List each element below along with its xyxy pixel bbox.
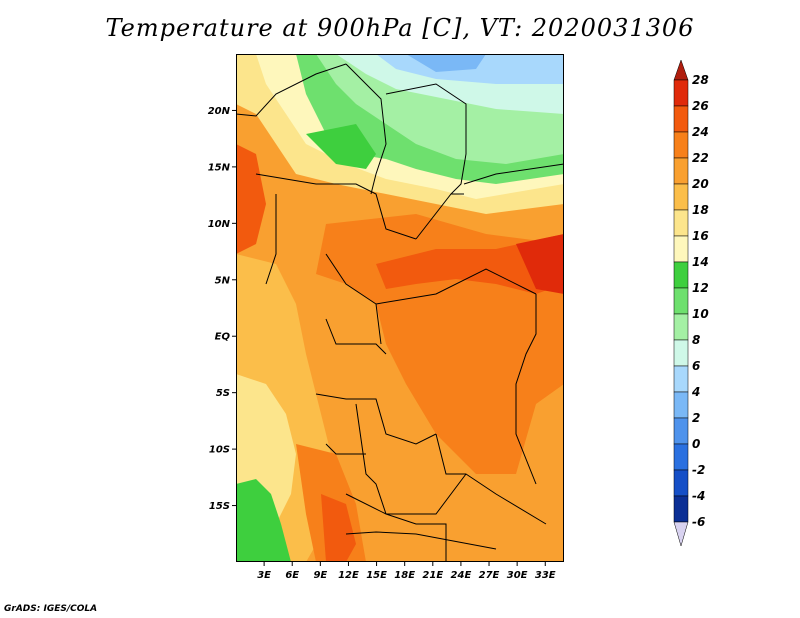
colorbar-label: 10	[692, 307, 709, 321]
lat-tick-label: 10S	[209, 445, 230, 456]
field-sw-14	[236, 479, 291, 562]
colorbar-box	[673, 443, 689, 471]
colorbar-box	[673, 235, 689, 263]
lon-tick-label: 3E	[257, 570, 271, 581]
colorbar-box	[673, 365, 689, 393]
temperature-field	[236, 54, 564, 562]
colorbar-box	[673, 157, 689, 185]
lat-tick-label: 10N	[208, 219, 231, 230]
lat-tick-label: EQ	[215, 332, 231, 343]
colorbar-label: 4	[691, 385, 700, 399]
lon-tick-label: 21E	[422, 570, 443, 581]
lon-tick-label: 24E	[451, 570, 472, 581]
country-borders	[235, 63, 565, 562]
field-north-14	[306, 124, 376, 169]
colorbar-label: -2	[692, 463, 705, 477]
colorbar-label: 16	[692, 229, 709, 243]
field-central-26	[376, 234, 564, 294]
latitude-axis: 20N 15N 10N 5N EQ 5S 10S 15S	[208, 106, 236, 512]
colorbar-box	[673, 209, 689, 237]
colorbar-box	[673, 261, 689, 289]
lat-tick-label: 5S	[216, 388, 230, 399]
lat-tick-label: 5N	[215, 275, 231, 286]
colorbar-box	[673, 313, 689, 341]
colorbar-box	[673, 417, 689, 445]
colorbar-box	[673, 183, 689, 211]
field-north-4	[406, 54, 486, 72]
colorbar-label: 14	[692, 255, 709, 269]
lon-tick-label: 12E	[338, 570, 359, 581]
colorbar-label: 2	[692, 411, 700, 425]
colorbar-label: 8	[692, 333, 700, 347]
lon-tick-label: 15E	[366, 570, 387, 581]
lon-tick-label: 27E	[479, 570, 500, 581]
colorbar-label: -6	[692, 515, 705, 529]
map-title: Temperature at 900hPa [C], VT: 202003130…	[105, 14, 695, 42]
lon-tick-label: 6E	[285, 570, 299, 581]
colorbar-label: 20	[692, 177, 709, 191]
colorbar-box	[673, 339, 689, 367]
colorbar-bottom-arrow	[673, 521, 689, 547]
colorbar-label: 28	[692, 73, 709, 87]
colorbar-label: 18	[692, 203, 709, 217]
colorbar-box	[673, 469, 689, 497]
colorbar-label: 24	[692, 125, 709, 139]
colorbar-box	[673, 495, 689, 523]
lat-tick-label: 15N	[208, 162, 231, 173]
field-west-26	[236, 144, 266, 254]
field-east-28	[516, 234, 564, 294]
colorbar-label: -4	[692, 489, 705, 503]
colorbar-label: 22	[692, 151, 709, 165]
colorbar-label: 6	[692, 359, 700, 373]
longitude-axis: 3E 6E 9E 12E 15E 18E 21E 24E 27E 30E 33E	[257, 562, 556, 581]
colorbar-label: 12	[692, 281, 709, 295]
colorbar-box	[673, 79, 689, 107]
colorbar-box	[673, 105, 689, 133]
colorbar-box	[673, 391, 689, 419]
colorbar-label: 0	[692, 437, 700, 451]
colorbar-box	[673, 287, 689, 315]
colorbar-label: 26	[692, 99, 709, 113]
grads-credit: GrADS: IGES/COLA	[4, 604, 98, 614]
lon-tick-label: 18E	[394, 570, 415, 581]
map-border	[236, 54, 564, 562]
lon-tick-label: 33E	[535, 570, 556, 581]
colorbar-box	[673, 131, 689, 159]
colorbar-boxes	[673, 60, 689, 547]
temperature-map: 20N 15N 10N 5N EQ 5S 10S 15S 3E 6E 9E 12E 15E 18E 21E…	[208, 54, 565, 581]
lat-tick-label: 20N	[208, 106, 231, 117]
colorbar-top-arrow	[673, 60, 689, 81]
lon-tick-label: 9E	[313, 570, 327, 581]
lon-tick-label: 30E	[507, 570, 528, 581]
field-south-26	[321, 494, 356, 562]
lat-tick-label: 15S	[209, 501, 230, 512]
